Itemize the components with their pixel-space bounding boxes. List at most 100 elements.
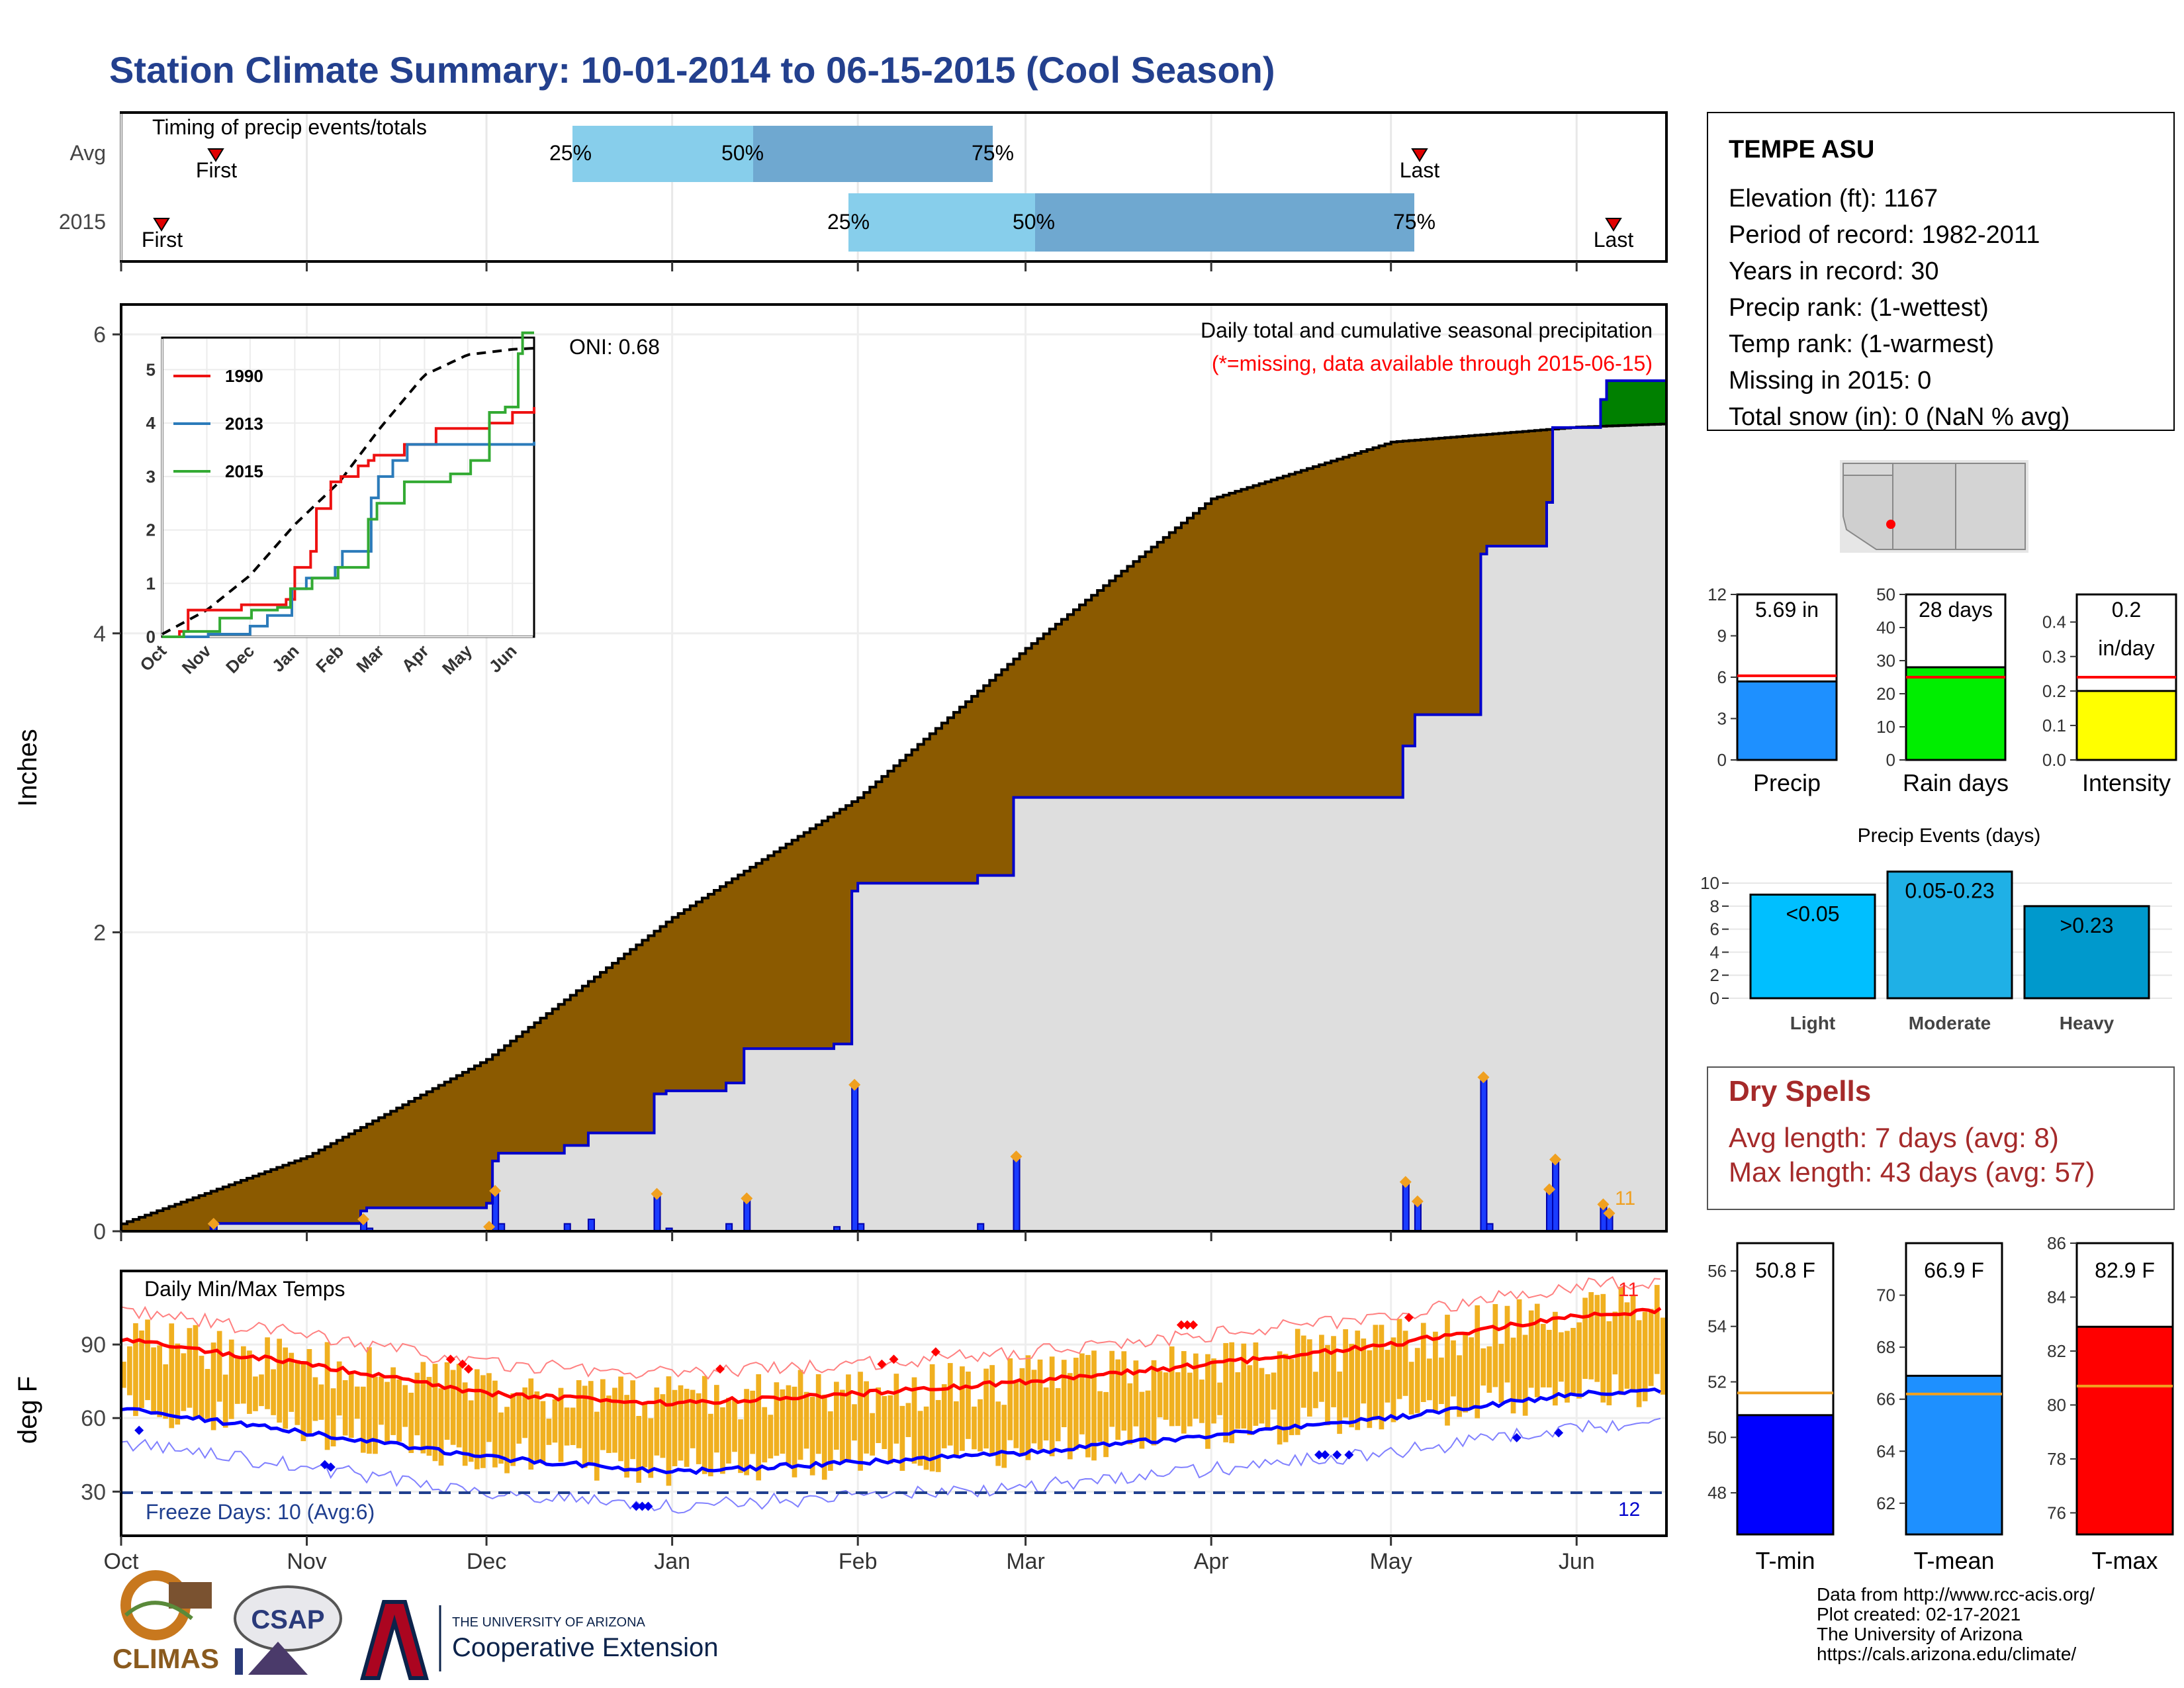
footer: Data from http://www.rcc-acis.org/ Plot … <box>113 1570 2095 1680</box>
mini-y-tick-label: 0 <box>1717 750 1727 770</box>
temp-day-bar <box>588 1381 594 1463</box>
mini-value-unit: in/day <box>2098 636 2154 660</box>
temp-day-bar <box>1463 1333 1468 1413</box>
daily-precip-bar <box>1552 1158 1560 1233</box>
temp-day-bar <box>1612 1311 1618 1375</box>
temp-y-tick-label: 30 <box>81 1479 106 1505</box>
station-box <box>1707 112 2175 431</box>
avg-last-label: Last <box>1400 158 1440 182</box>
record-high-marker-icon <box>457 1359 467 1369</box>
temp-day-bar <box>1445 1315 1450 1426</box>
temp-day-bar <box>1235 1372 1241 1429</box>
csap-bar-icon <box>235 1648 243 1675</box>
temp-day-bar <box>1492 1304 1498 1387</box>
temp-day-bar <box>1337 1371 1342 1434</box>
temp-day-bar <box>1451 1340 1456 1397</box>
temp-day-bar <box>1157 1371 1163 1417</box>
station-line: Elevation (ft): 1167 <box>1729 185 1938 212</box>
temp-day-bar <box>713 1385 719 1453</box>
temp-summary-value-label: 82.9 F <box>2095 1258 2155 1282</box>
record-high-marker-icon <box>715 1364 725 1374</box>
events-y-tick-label: 8 <box>1710 896 1719 916</box>
temp-day-bar <box>450 1370 456 1445</box>
temp-day-bar <box>570 1407 576 1445</box>
temp-day-bar <box>821 1394 827 1480</box>
figure-title: Station Climate Summary: 10-01-2014 to 0… <box>109 49 1275 91</box>
temp-day-bar <box>1439 1357 1444 1405</box>
y2015-25-50-bar <box>848 193 1035 252</box>
precip-marker-icon <box>1411 1195 1424 1207</box>
y2015-first-marker-icon <box>153 218 170 232</box>
y2015-cumulative-line <box>121 379 1666 1233</box>
temp-day-bar <box>234 1358 240 1404</box>
record-low-marker-icon <box>1320 1450 1330 1460</box>
temp-day-bar <box>636 1415 642 1483</box>
temp-day-bar <box>864 1381 869 1454</box>
temp-day-bar <box>1660 1317 1666 1395</box>
temp-day-bar <box>438 1388 444 1466</box>
inset-y-tick-label: 2 <box>146 520 156 540</box>
station-info: TEMPE ASU Elevation (ft): 1167 Period of… <box>1707 112 2175 431</box>
temp-day-bar <box>1043 1387 1049 1441</box>
temp-day-bar <box>1559 1332 1564 1382</box>
temp-day-bar <box>648 1418 654 1478</box>
temp-day-bar <box>181 1353 187 1411</box>
temp-day-bar <box>528 1378 534 1470</box>
temp-summary-y-tick-label: 56 <box>1707 1261 1727 1281</box>
csap-mountain-icon <box>248 1642 308 1675</box>
temp-summary-y-tick-label: 86 <box>2047 1233 2066 1253</box>
temp-day-bar <box>1055 1387 1061 1442</box>
temp-day-bar <box>1289 1358 1295 1436</box>
temp-day-bar <box>373 1376 378 1454</box>
temp-day-bar <box>1522 1335 1528 1416</box>
temp-day-bar <box>840 1389 845 1464</box>
temp-day-bar <box>978 1399 983 1452</box>
temp-day-bar <box>1355 1331 1361 1430</box>
temp-day-bar <box>420 1362 426 1454</box>
temp-day-bar <box>1103 1391 1109 1458</box>
temp-x-tick-label: Jun <box>1559 1549 1595 1574</box>
temp-day-bar <box>175 1343 181 1425</box>
temp-day-bar <box>1067 1373 1073 1460</box>
precip-marker-icon <box>207 1217 220 1230</box>
y2015-p75-label: 75% <box>1393 210 1435 234</box>
temp-day-bar <box>361 1386 366 1453</box>
temp-y-axis: 30 60 90 <box>81 1333 121 1505</box>
temp-day-bar <box>426 1377 432 1456</box>
avg-p75-label: 75% <box>972 141 1014 165</box>
temp-day-bar <box>1361 1338 1367 1404</box>
temp-day-bar <box>1139 1391 1145 1449</box>
temp-day-bar <box>1259 1368 1265 1424</box>
temp-x-tick-label: Nov <box>287 1549 326 1574</box>
daily-precip-bar <box>587 1218 595 1232</box>
footer-line: Data from http://www.rcc-acis.org/ <box>1817 1584 2095 1605</box>
precip-marker-icon <box>741 1192 753 1205</box>
events-title: Precip Events (days) <box>1858 825 2041 847</box>
temp-day-bar <box>1426 1358 1432 1401</box>
temp-day-bar <box>414 1372 420 1436</box>
temp-day-bar <box>199 1356 205 1419</box>
temp-day-bar <box>486 1373 492 1442</box>
mini-y-tick-label: 9 <box>1717 626 1727 646</box>
temp-summary-y-tick-label: 50 <box>1707 1427 1727 1447</box>
temp-day-bar <box>1504 1305 1510 1383</box>
y2015-first-label: First <box>142 228 183 252</box>
event-category-label: Light <box>1790 1013 1835 1033</box>
temp-day-bar <box>905 1403 911 1437</box>
events-y-tick-label: 2 <box>1710 965 1719 985</box>
mini-bar-charts: 0 3 6 9 12 5.69 in Precip 0 10 20 30 40 50 28 days Rai… <box>1707 585 2177 796</box>
temp-day-bar <box>1624 1302 1630 1389</box>
precip-panel: 0 2 4 6 Inches ONI: 0.68 Daily total and cu… <box>13 303 1668 1244</box>
dry-title: Dry Spells <box>1729 1075 1871 1107</box>
temp-day-bar <box>1295 1329 1300 1435</box>
temp-day-bar <box>228 1339 234 1419</box>
temp-day-bar <box>402 1385 408 1427</box>
event-bar-label: 0.05-0.23 <box>1905 879 1994 903</box>
record-low-marker-icon <box>326 1462 336 1472</box>
temp-day-bar <box>738 1419 743 1474</box>
mini-y-tick-label: 0.4 <box>2042 612 2066 632</box>
temp-summary-bar <box>1905 1374 2003 1536</box>
timing-row-2015: 2015 <box>59 210 106 234</box>
temp-day-bar <box>666 1376 672 1486</box>
